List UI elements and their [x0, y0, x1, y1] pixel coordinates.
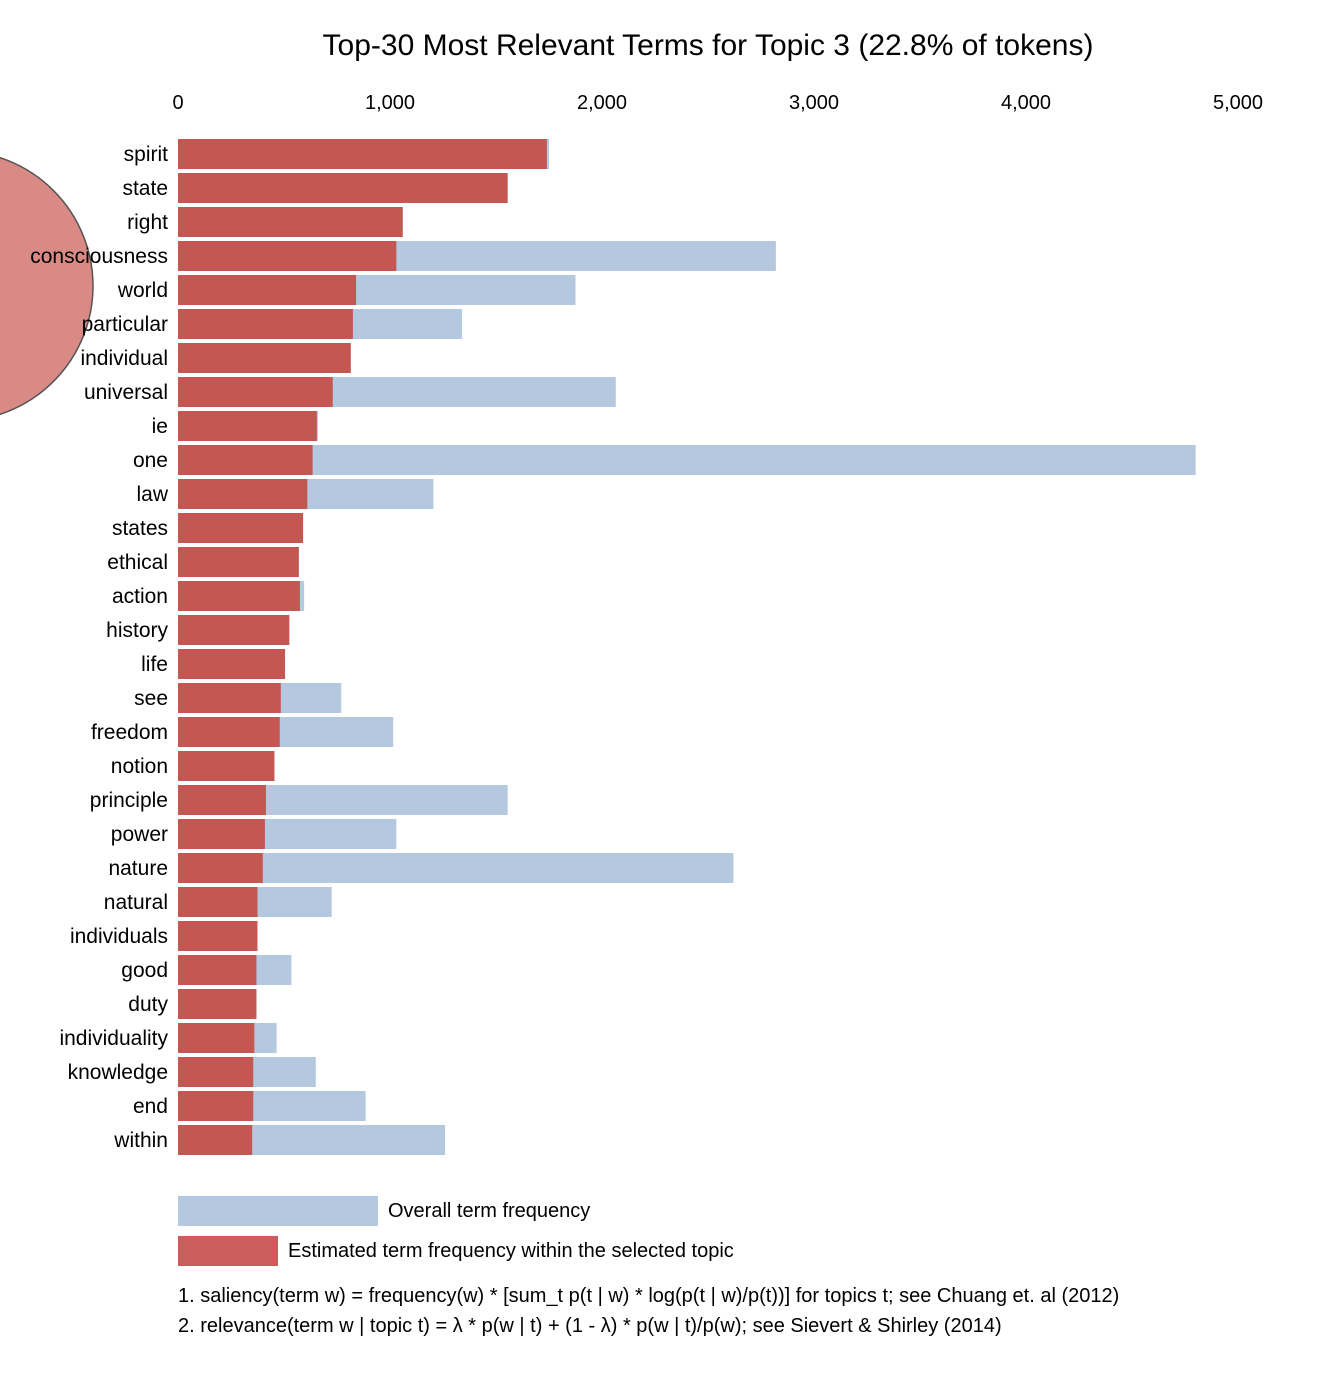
term-label[interactable]: power	[111, 823, 168, 846]
topic-frequency-bar[interactable]	[178, 411, 317, 441]
topic-frequency-bar[interactable]	[178, 853, 263, 883]
term-label[interactable]: notion	[111, 755, 168, 778]
topic-frequency-bar[interactable]	[178, 1023, 255, 1053]
topic-frequency-bar[interactable]	[178, 581, 300, 611]
term-label[interactable]: within	[113, 1129, 168, 1152]
x-tick-label: 3,000	[789, 92, 839, 114]
term-label[interactable]: world	[117, 279, 168, 302]
term-label[interactable]: action	[112, 585, 168, 608]
term-label[interactable]: see	[134, 687, 168, 710]
term-label[interactable]: duty	[128, 993, 168, 1016]
term-label[interactable]: principle	[90, 789, 168, 812]
topic-frequency-bar[interactable]	[178, 1125, 253, 1155]
topic-frequency-bar[interactable]	[178, 343, 351, 373]
topic-frequency-bar[interactable]	[178, 173, 508, 203]
term-label[interactable]: state	[122, 177, 168, 200]
term-label[interactable]: consciousness	[30, 245, 168, 268]
topic-frequency-bar[interactable]	[178, 1091, 254, 1121]
topic-frequency-bar[interactable]	[178, 921, 258, 951]
term-label[interactable]: life	[141, 653, 168, 676]
legend-swatch-overall	[178, 1196, 378, 1226]
term-label[interactable]: ethical	[107, 551, 168, 574]
topic-frequency-bar[interactable]	[178, 479, 308, 509]
topic-frequency-bar[interactable]	[178, 139, 547, 169]
term-label[interactable]: freedom	[91, 721, 168, 744]
term-label[interactable]: universal	[84, 381, 168, 404]
topic-frequency-bar[interactable]	[178, 309, 353, 339]
term-label[interactable]: end	[133, 1095, 168, 1118]
x-tick-label: 2,000	[577, 92, 627, 114]
topic-frequency-bar[interactable]	[178, 241, 397, 271]
term-label[interactable]: knowledge	[68, 1061, 168, 1084]
topic-frequency-bar[interactable]	[178, 615, 290, 645]
overall-frequency-bar[interactable]	[178, 445, 1196, 475]
term-label[interactable]: individuals	[70, 925, 168, 948]
topic-frequency-bar[interactable]	[178, 887, 258, 917]
topic-frequency-bar[interactable]	[178, 649, 286, 679]
x-axis-ticks: 0 1,000 2,000 3,000 4,000 5,000	[172, 92, 1263, 114]
overall-frequency-bar[interactable]	[178, 853, 734, 883]
term-label[interactable]: history	[106, 619, 168, 642]
topic-frequency-bars	[178, 139, 547, 1155]
topic-frequency-bar[interactable]	[178, 717, 280, 747]
term-label[interactable]: good	[121, 959, 168, 982]
legend-label-topic: Estimated term frequency within the sele…	[288, 1240, 734, 1262]
topic-frequency-bar[interactable]	[178, 955, 257, 985]
topic-frequency-bar[interactable]	[178, 377, 333, 407]
term-label[interactable]: spirit	[124, 143, 169, 166]
topic-frequency-bar[interactable]	[178, 751, 275, 781]
term-label[interactable]: particular	[82, 313, 168, 336]
topic-frequency-bar[interactable]	[178, 445, 313, 475]
chart-title: Top-30 Most Relevant Terms for Topic 3 (…	[323, 29, 1094, 62]
topic-frequency-bar[interactable]	[178, 683, 281, 713]
x-tick-label: 5,000	[1213, 92, 1263, 114]
topic-frequency-bar[interactable]	[178, 1057, 254, 1087]
saliency-footnote: 1. saliency(term w) = frequency(w) * [su…	[178, 1285, 1119, 1307]
legend-swatch-topic	[178, 1236, 278, 1266]
topic-frequency-bar[interactable]	[178, 989, 257, 1019]
x-tick-label: 0	[172, 92, 183, 114]
term-label[interactable]: states	[112, 517, 168, 540]
term-label[interactable]: right	[127, 211, 168, 234]
x-tick-label: 4,000	[1001, 92, 1051, 114]
topic-frequency-bar[interactable]	[178, 547, 299, 577]
topic-frequency-bar[interactable]	[178, 513, 304, 543]
term-label[interactable]: natural	[104, 891, 168, 914]
x-tick-label: 1,000	[365, 92, 415, 114]
topic-frequency-bar[interactable]	[178, 819, 265, 849]
term-label[interactable]: nature	[108, 857, 168, 880]
term-labels: spirit state right consciousness world partic…	[30, 143, 169, 1152]
term-label[interactable]: individual	[80, 347, 168, 370]
legend-label-overall: Overall term frequency	[388, 1200, 590, 1222]
relevance-footnote: 2. relevance(term w | topic t) = λ * p(w…	[178, 1315, 1002, 1337]
topic-circle[interactable]	[0, 151, 94, 421]
topic-frequency-bar[interactable]	[178, 207, 403, 237]
topic-frequency-bar[interactable]	[178, 275, 357, 305]
term-label[interactable]: law	[136, 483, 168, 506]
topic-frequency-bar[interactable]	[178, 785, 266, 815]
term-label[interactable]: individuality	[59, 1027, 168, 1050]
term-label[interactable]: ie	[152, 415, 168, 438]
term-label[interactable]: one	[133, 449, 168, 472]
